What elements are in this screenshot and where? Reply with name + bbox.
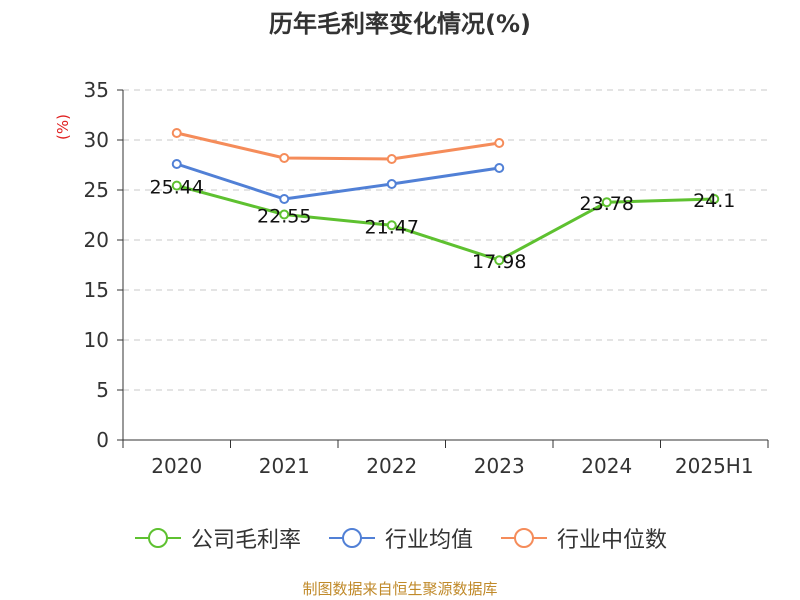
data-label: 24.1 — [693, 190, 735, 212]
data-label: 25.44 — [150, 177, 204, 199]
y-tick-label: 35 — [84, 78, 109, 102]
data-point — [279, 153, 290, 163]
y-tick-label: 10 — [84, 328, 109, 352]
legend-item[interactable]: 公司毛利率 — [133, 522, 301, 554]
data-point — [386, 220, 397, 231]
y-tick-label: 30 — [84, 128, 109, 152]
data-point — [494, 163, 505, 173]
data-point — [601, 197, 612, 208]
legend-swatch-icon — [134, 528, 181, 548]
y-tick-label: 25 — [84, 178, 109, 202]
y-axis-unit-label: (%) — [54, 114, 72, 140]
data-label: 17.98 — [472, 251, 526, 273]
data-point — [709, 194, 720, 204]
series-line — [176, 184, 715, 262]
y-tick-label: 0 — [96, 428, 109, 452]
x-tick-label: 2025H1 — [675, 454, 754, 478]
data-label: 22.55 — [257, 206, 311, 228]
legend-swatch-icon — [328, 528, 375, 548]
axes: 0 5 10 15 20 25 30 35 2020 2021 2022 2023 2024 2025H1… — [54, 78, 769, 478]
data-point — [171, 128, 182, 138]
series-line — [176, 131, 500, 161]
source-note: 制图数据来自恒生聚源数据库 — [302, 580, 498, 598]
data-labels: 25.44 22.55 21.47 17.98 23.78 24.1 — [150, 177, 736, 274]
chart-title: 历年毛利率变化情况(%) — [269, 10, 531, 38]
legend-item[interactable]: 行业中位数 — [499, 522, 667, 554]
data-point — [494, 255, 505, 266]
grid-lines — [123, 89, 768, 391]
series-line — [176, 162, 500, 201]
legend-label: 公司毛利率 — [190, 528, 301, 553]
data-label: 21.47 — [365, 216, 419, 238]
x-tick-label: 2020 — [151, 454, 202, 478]
data-point — [386, 154, 397, 164]
legend-swatch-icon — [501, 528, 547, 548]
data-point — [279, 209, 290, 220]
x-tick-label: 2023 — [474, 454, 525, 478]
data-label: 23.78 — [580, 193, 634, 215]
legend-item[interactable]: 行业均值 — [327, 522, 473, 554]
legend-label: 行业均值 — [384, 528, 473, 553]
data-point — [279, 194, 290, 204]
series-lines — [171, 128, 720, 266]
data-point — [494, 138, 505, 148]
y-tick-label: 15 — [84, 278, 109, 302]
legend: 公司毛利率 行业均值 行业中位数 — [0, 518, 800, 558]
y-tick-label: 5 — [96, 378, 109, 402]
x-tick-label: 2021 — [259, 454, 310, 478]
y-tick-label: 20 — [84, 228, 109, 252]
x-tick-label: 2022 — [366, 454, 417, 478]
data-point — [171, 159, 182, 169]
data-point — [386, 179, 397, 189]
data-point — [171, 180, 182, 191]
legend-label: 行业中位数 — [557, 528, 668, 553]
x-tick-label: 2024 — [581, 454, 632, 478]
